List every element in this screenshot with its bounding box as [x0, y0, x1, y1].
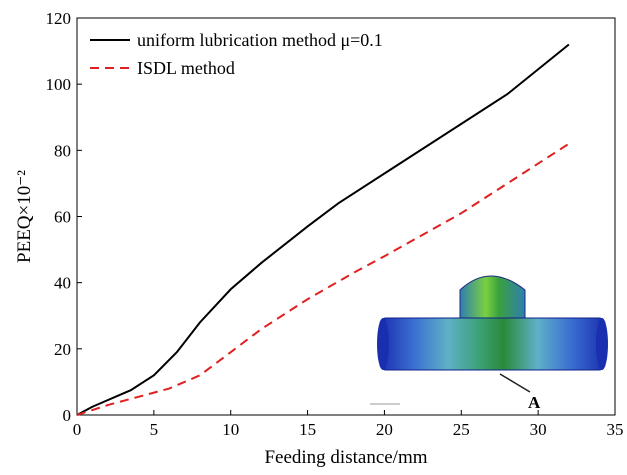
x-tick-label: 20 [376, 420, 393, 439]
x-tick-label: 30 [530, 420, 547, 439]
inset-image: A [370, 276, 608, 412]
y-tick-label: 40 [54, 274, 71, 293]
y-tick-label: 20 [54, 340, 71, 359]
x-axis-label: Feeding distance/mm [264, 447, 427, 468]
y-tick-label: 80 [54, 141, 71, 160]
x-tick-label: 35 [607, 420, 624, 439]
annotation: A [528, 393, 541, 412]
y-tick-label: 120 [46, 9, 72, 28]
y-tick-label: 0 [63, 406, 72, 425]
y-axis-label: PEEQ×10⁻² [14, 170, 35, 263]
chart: 0 5 10 15 20 25 30 35 0 20 40 60 80 100 120 Feeding dis… [0, 0, 627, 470]
x-tick-label: 25 [453, 420, 470, 439]
x-tick-label: 10 [222, 420, 239, 439]
x-tick-label: 15 [299, 420, 316, 439]
x-tick-label: 0 [73, 420, 82, 439]
legend-label: ISDL method [137, 58, 235, 78]
y-tick-label: 60 [54, 208, 71, 227]
legend-label: uniform lubrication method μ=0.1 [137, 30, 383, 50]
x-tick-label: 5 [150, 420, 159, 439]
y-tick-label: 100 [46, 75, 72, 94]
